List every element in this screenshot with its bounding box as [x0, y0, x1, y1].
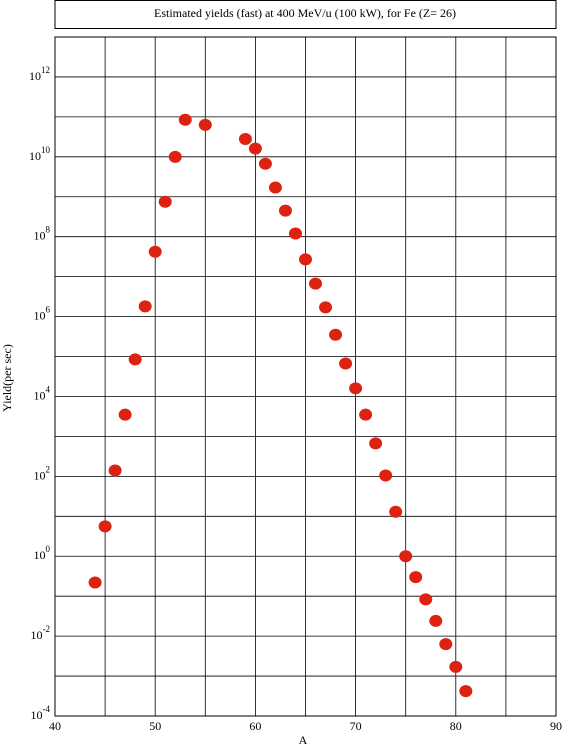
data-point — [248, 142, 262, 155]
tick-exponent: -4 — [43, 704, 51, 714]
y-tick-label: 10-4 — [31, 704, 51, 722]
data-point — [389, 505, 403, 518]
x-axis-label: A — [299, 733, 308, 747]
tick-base: 10 — [34, 468, 46, 482]
y-tick-label: 100 — [34, 544, 51, 562]
chart-title: Estimated yields (fast) at 400 MeV/u (10… — [154, 6, 456, 20]
y-axis-label: Yield(per sec) — [0, 344, 14, 412]
tick-exponent: -2 — [43, 624, 51, 634]
data-point — [339, 357, 353, 370]
data-point — [288, 227, 302, 240]
data-point — [439, 638, 453, 651]
tick-exponent: 10 — [41, 145, 51, 155]
data-point — [98, 520, 112, 533]
y-tick-label: 1010 — [29, 145, 51, 163]
data-point — [419, 593, 433, 606]
tick-exponent: 4 — [46, 385, 51, 395]
tick-base: 10 — [31, 628, 43, 642]
data-point — [158, 195, 172, 208]
tick-exponent: 0 — [46, 544, 51, 554]
data-point — [299, 253, 312, 266]
data-point — [268, 181, 282, 194]
data-point — [329, 328, 343, 341]
x-tick-label: 50 — [149, 719, 161, 733]
y-tick-label: 102 — [34, 464, 51, 482]
x-tick-label: 90 — [550, 719, 562, 733]
x-tick-label: 70 — [350, 719, 362, 733]
data-point — [108, 464, 122, 477]
data-point — [238, 132, 252, 145]
data-point — [369, 437, 383, 450]
x-tick-label: 80 — [450, 719, 462, 733]
tick-base: 10 — [34, 388, 46, 402]
data-point — [278, 204, 292, 217]
data-point — [309, 277, 323, 290]
tick-exponent: 6 — [46, 305, 51, 315]
data-point — [198, 118, 212, 131]
data-point — [359, 408, 373, 421]
data-point — [449, 660, 463, 673]
tick-base: 10 — [34, 548, 46, 562]
x-tick-label: 40 — [49, 719, 61, 733]
data-point — [168, 150, 182, 163]
data-point — [258, 157, 272, 170]
data-point — [118, 408, 132, 421]
y-tick-label: 108 — [34, 225, 51, 243]
data-point — [429, 614, 443, 627]
tick-base: 10 — [34, 308, 46, 322]
data-point — [178, 113, 192, 126]
y-tick-label: 104 — [34, 385, 51, 403]
data-point — [409, 571, 423, 584]
y-tick-label: 106 — [34, 305, 51, 323]
data-point — [459, 685, 473, 698]
data-point — [379, 469, 393, 482]
data-point — [399, 550, 413, 563]
tick-base: 10 — [34, 228, 46, 242]
x-tick-label: 60 — [249, 719, 261, 733]
data-point — [138, 300, 152, 313]
data-point — [88, 576, 102, 589]
data-point — [319, 301, 333, 314]
tick-exponent: 8 — [46, 225, 51, 235]
tick-exponent: 12 — [41, 65, 50, 75]
tick-base: 10 — [29, 69, 41, 83]
tick-base: 10 — [31, 708, 43, 722]
tick-base: 10 — [29, 149, 41, 163]
y-tick-label: 10-2 — [31, 624, 51, 642]
tick-exponent: 2 — [46, 464, 51, 474]
y-tick-label: 1012 — [29, 65, 50, 83]
title-box — [54, 0, 557, 29]
data-point — [148, 245, 162, 258]
data-point — [128, 353, 142, 366]
data-point — [349, 382, 363, 395]
